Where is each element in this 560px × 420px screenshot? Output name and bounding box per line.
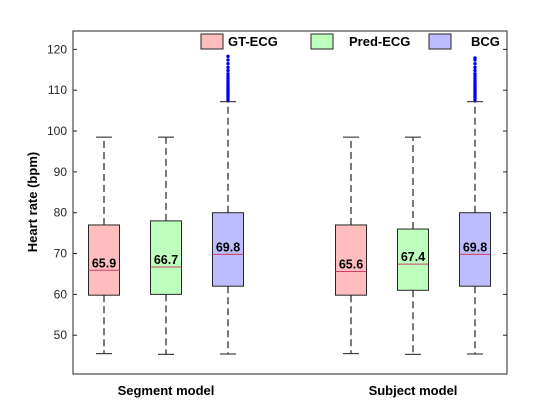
y-axis-label: Heart rate (bpm)	[25, 152, 40, 252]
box-bcg-segment: 69.8	[212, 54, 244, 355]
outlier-point	[226, 54, 230, 59]
box-gt-ecg-subject: 65.6	[335, 136, 367, 355]
y-tick-label: 70	[54, 247, 68, 261]
box-bcg-subject: 69.8	[459, 56, 491, 355]
box-gt-ecg-segment: 65.9	[88, 136, 120, 355]
outlier-point	[226, 58, 230, 62]
outlier-point	[473, 74, 477, 79]
outlier-point	[473, 61, 477, 66]
outlier-point	[226, 74, 230, 79]
outlier-point	[473, 65, 477, 70]
box-body	[397, 228, 429, 291]
outlier-point	[473, 77, 477, 81]
outlier-point	[473, 72, 477, 76]
legend-label: Pred-ECG	[349, 34, 410, 49]
y-tick-label: 80	[54, 206, 68, 220]
outlier-point	[226, 61, 230, 66]
median-label: 69.8	[463, 240, 487, 254]
median-label: 66.7	[154, 253, 178, 267]
y-tick-label: 60	[54, 287, 68, 301]
box-pred-ecg-segment: 66.7	[150, 136, 182, 355]
legend-item-pred-ecg: Pred-ECG	[310, 33, 410, 50]
y-tick-label: 50	[54, 328, 68, 342]
outlier-point	[226, 79, 230, 83]
box-body	[150, 220, 182, 295]
legend-item-bcg: BCG	[428, 33, 500, 50]
legend-swatch	[200, 33, 224, 50]
outlier-point	[473, 56, 477, 60]
y-tick-label: 100	[47, 124, 67, 138]
box-body	[335, 224, 367, 296]
outlier-point	[226, 65, 230, 70]
legend-item-gt-ecg: GT-ECG	[200, 33, 278, 50]
median-label: 69.8	[216, 240, 240, 254]
outlier-point	[473, 79, 477, 83]
y-tick-label: 90	[54, 165, 68, 179]
y-tick-label: 110	[48, 83, 67, 97]
outlier-point	[473, 68, 477, 73]
legend-label: GT-ECG	[228, 34, 278, 49]
box-body	[459, 212, 491, 287]
plot-area-frame	[72, 30, 508, 375]
outlier-point	[226, 68, 230, 73]
y-tick-label: 120	[47, 42, 67, 56]
outlier-point	[226, 77, 230, 81]
median-label: 65.9	[92, 256, 116, 270]
box-body	[88, 224, 120, 296]
box-pred-ecg-subject: 67.4	[397, 136, 429, 355]
legend-label: BCG	[471, 34, 500, 49]
legend-swatch	[310, 33, 334, 50]
x-group-label: Segment model	[118, 383, 215, 398]
median-label: 67.4	[401, 250, 425, 264]
box-body	[212, 212, 244, 287]
median-label: 65.6	[339, 258, 363, 272]
outlier-point	[226, 72, 230, 76]
x-group-label: Subject model	[369, 383, 458, 398]
legend-swatch	[428, 33, 452, 50]
